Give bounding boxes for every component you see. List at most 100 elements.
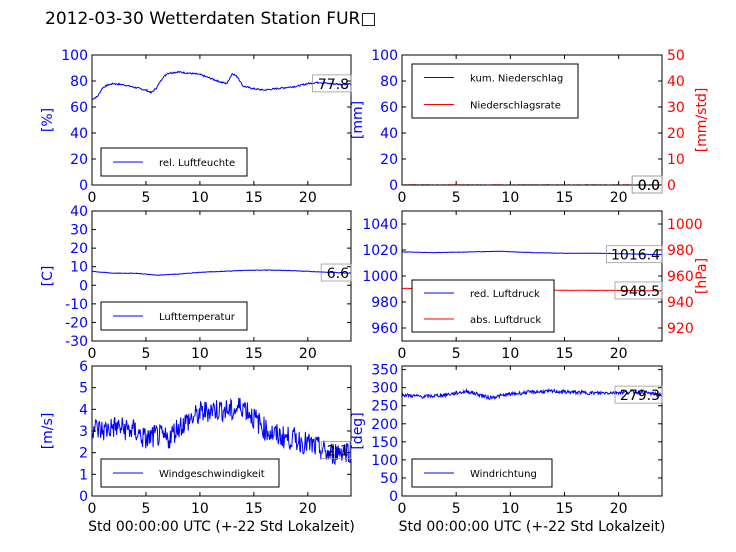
x-axis-label: Std 00:00:00 UTC (+-22 Std Lokalzeit) xyxy=(88,519,355,535)
y2-tick-label: 50 xyxy=(667,48,685,64)
y2-tick-label: 960 xyxy=(667,269,694,285)
last-value-box xyxy=(614,385,663,404)
x-tick-label: 20 xyxy=(610,190,628,206)
y-tick-label: 0 xyxy=(389,489,398,505)
y-tick-label: 250 xyxy=(371,399,398,415)
y-tick-label: 1020 xyxy=(362,243,398,259)
last-value-label: 6.6 xyxy=(327,266,349,282)
last-value-label: 948.5 xyxy=(620,284,660,300)
y-tick-label: -20 xyxy=(65,315,88,331)
y-axis-label: [%] xyxy=(40,108,56,132)
y2-tick-label: 30 xyxy=(667,100,685,116)
x-tick-label: 10 xyxy=(191,501,209,517)
y-tick-label: 60 xyxy=(380,100,398,116)
y-tick-label: 960 xyxy=(371,321,398,337)
y-tick-label: 0 xyxy=(79,278,88,294)
legend-label: abs. Luftdruck xyxy=(470,315,541,326)
last-value-box xyxy=(631,175,663,194)
x-tick-label: 0 xyxy=(88,346,97,362)
y-tick-label: 1040 xyxy=(362,217,398,233)
y-axis-label: [mm] xyxy=(350,101,366,139)
y-axis-label: [m/s] xyxy=(40,413,56,450)
legend-label: kum. Niederschlag xyxy=(470,74,563,85)
last-value-box xyxy=(606,245,663,264)
y-tick-label: 20 xyxy=(380,152,398,168)
legend-label: Windgeschwindigkeit xyxy=(159,469,265,480)
y-tick-label: 10 xyxy=(70,260,88,276)
y2-axis-label: [mm/std] xyxy=(694,88,710,153)
y-tick-label: 150 xyxy=(371,435,398,451)
series-line-temperature-0 xyxy=(91,269,352,276)
legend-label: Lufttemperatur xyxy=(159,312,236,323)
x-tick-label: 10 xyxy=(191,346,209,362)
last-value-label: 0.0 xyxy=(638,178,660,194)
x-tick-label: 5 xyxy=(141,190,150,206)
y-tick-label: 0 xyxy=(79,178,88,194)
y-tick-label: 980 xyxy=(371,295,398,311)
y-tick-label: 350 xyxy=(371,363,398,379)
last-value-box xyxy=(614,281,663,300)
y-tick-label: 1 xyxy=(79,467,88,483)
last-value-box xyxy=(320,441,352,459)
x-tick-label: 20 xyxy=(299,501,317,517)
y-tick-label: 0 xyxy=(79,489,88,505)
y-tick-label: 5 xyxy=(79,381,88,397)
y-tick-label: 50 xyxy=(380,471,398,487)
legend-label: Niederschlagsrate xyxy=(470,101,561,112)
y-tick-label: 6 xyxy=(79,359,88,375)
y2-tick-label: 10 xyxy=(667,152,685,168)
y-tick-label: 2 xyxy=(79,446,88,462)
y-tick-label: 100 xyxy=(61,48,88,64)
legend-label: rel. Luftfeuchte xyxy=(159,158,235,169)
x-tick-label: 0 xyxy=(88,501,97,517)
y-axis-label: [deg] xyxy=(350,412,366,449)
x-axis-label: Std 00:00:00 UTC (+-22 Std Lokalzeit) xyxy=(399,519,666,535)
y2-tick-label: 920 xyxy=(667,321,694,337)
x-tick-label: 20 xyxy=(299,346,317,362)
y-tick-label: -10 xyxy=(65,297,88,313)
legend-label: red. Luftdruck xyxy=(470,289,540,300)
x-tick-label: 20 xyxy=(610,501,628,517)
y-tick-label: -30 xyxy=(65,334,88,350)
y-tick-label: 3 xyxy=(79,424,88,440)
y-tick-label: 4 xyxy=(79,402,88,418)
x-tick-label: 20 xyxy=(299,190,317,206)
y-tick-label: 300 xyxy=(371,381,398,397)
y-tick-label: 30 xyxy=(70,223,88,239)
y-tick-label: 80 xyxy=(70,74,88,90)
x-tick-label: 10 xyxy=(501,346,519,362)
legend-box-precip xyxy=(411,63,579,119)
y-tick-label: 40 xyxy=(380,126,398,142)
last-value-label: 2.1 xyxy=(327,444,349,460)
x-tick-label: 5 xyxy=(452,346,461,362)
y2-tick-label: 0 xyxy=(667,178,676,194)
y-tick-label: 1000 xyxy=(362,269,398,285)
x-tick-label: 0 xyxy=(398,346,407,362)
y-tick-label: 20 xyxy=(70,241,88,257)
y-tick-label: 200 xyxy=(371,417,398,433)
last-value-label: 279.3 xyxy=(620,388,660,404)
y-tick-label: 20 xyxy=(70,152,88,168)
series-line-humidity-0 xyxy=(91,70,352,100)
y2-tick-label: 1000 xyxy=(667,217,703,233)
last-value-label: 77.8 xyxy=(318,77,349,93)
x-tick-label: 0 xyxy=(88,190,97,206)
x-tick-label: 15 xyxy=(556,190,574,206)
x-tick-label: 5 xyxy=(452,190,461,206)
y-tick-label: 40 xyxy=(70,126,88,142)
y-tick-label: 80 xyxy=(380,74,398,90)
legend-label: Windrichtung xyxy=(470,469,537,480)
plot-frame-winddir xyxy=(401,365,663,497)
x-tick-label: 15 xyxy=(245,501,263,517)
x-tick-label: 5 xyxy=(141,501,150,517)
x-tick-label: 15 xyxy=(245,346,263,362)
x-tick-label: 10 xyxy=(501,190,519,206)
x-tick-label: 15 xyxy=(245,190,263,206)
y-tick-label: 100 xyxy=(371,48,398,64)
x-tick-label: 5 xyxy=(452,501,461,517)
x-tick-label: 5 xyxy=(141,346,150,362)
last-value-label: 1016.4 xyxy=(611,248,660,264)
series-line-pressure-0 xyxy=(401,250,663,256)
last-value-label: 0.0 xyxy=(638,178,660,194)
